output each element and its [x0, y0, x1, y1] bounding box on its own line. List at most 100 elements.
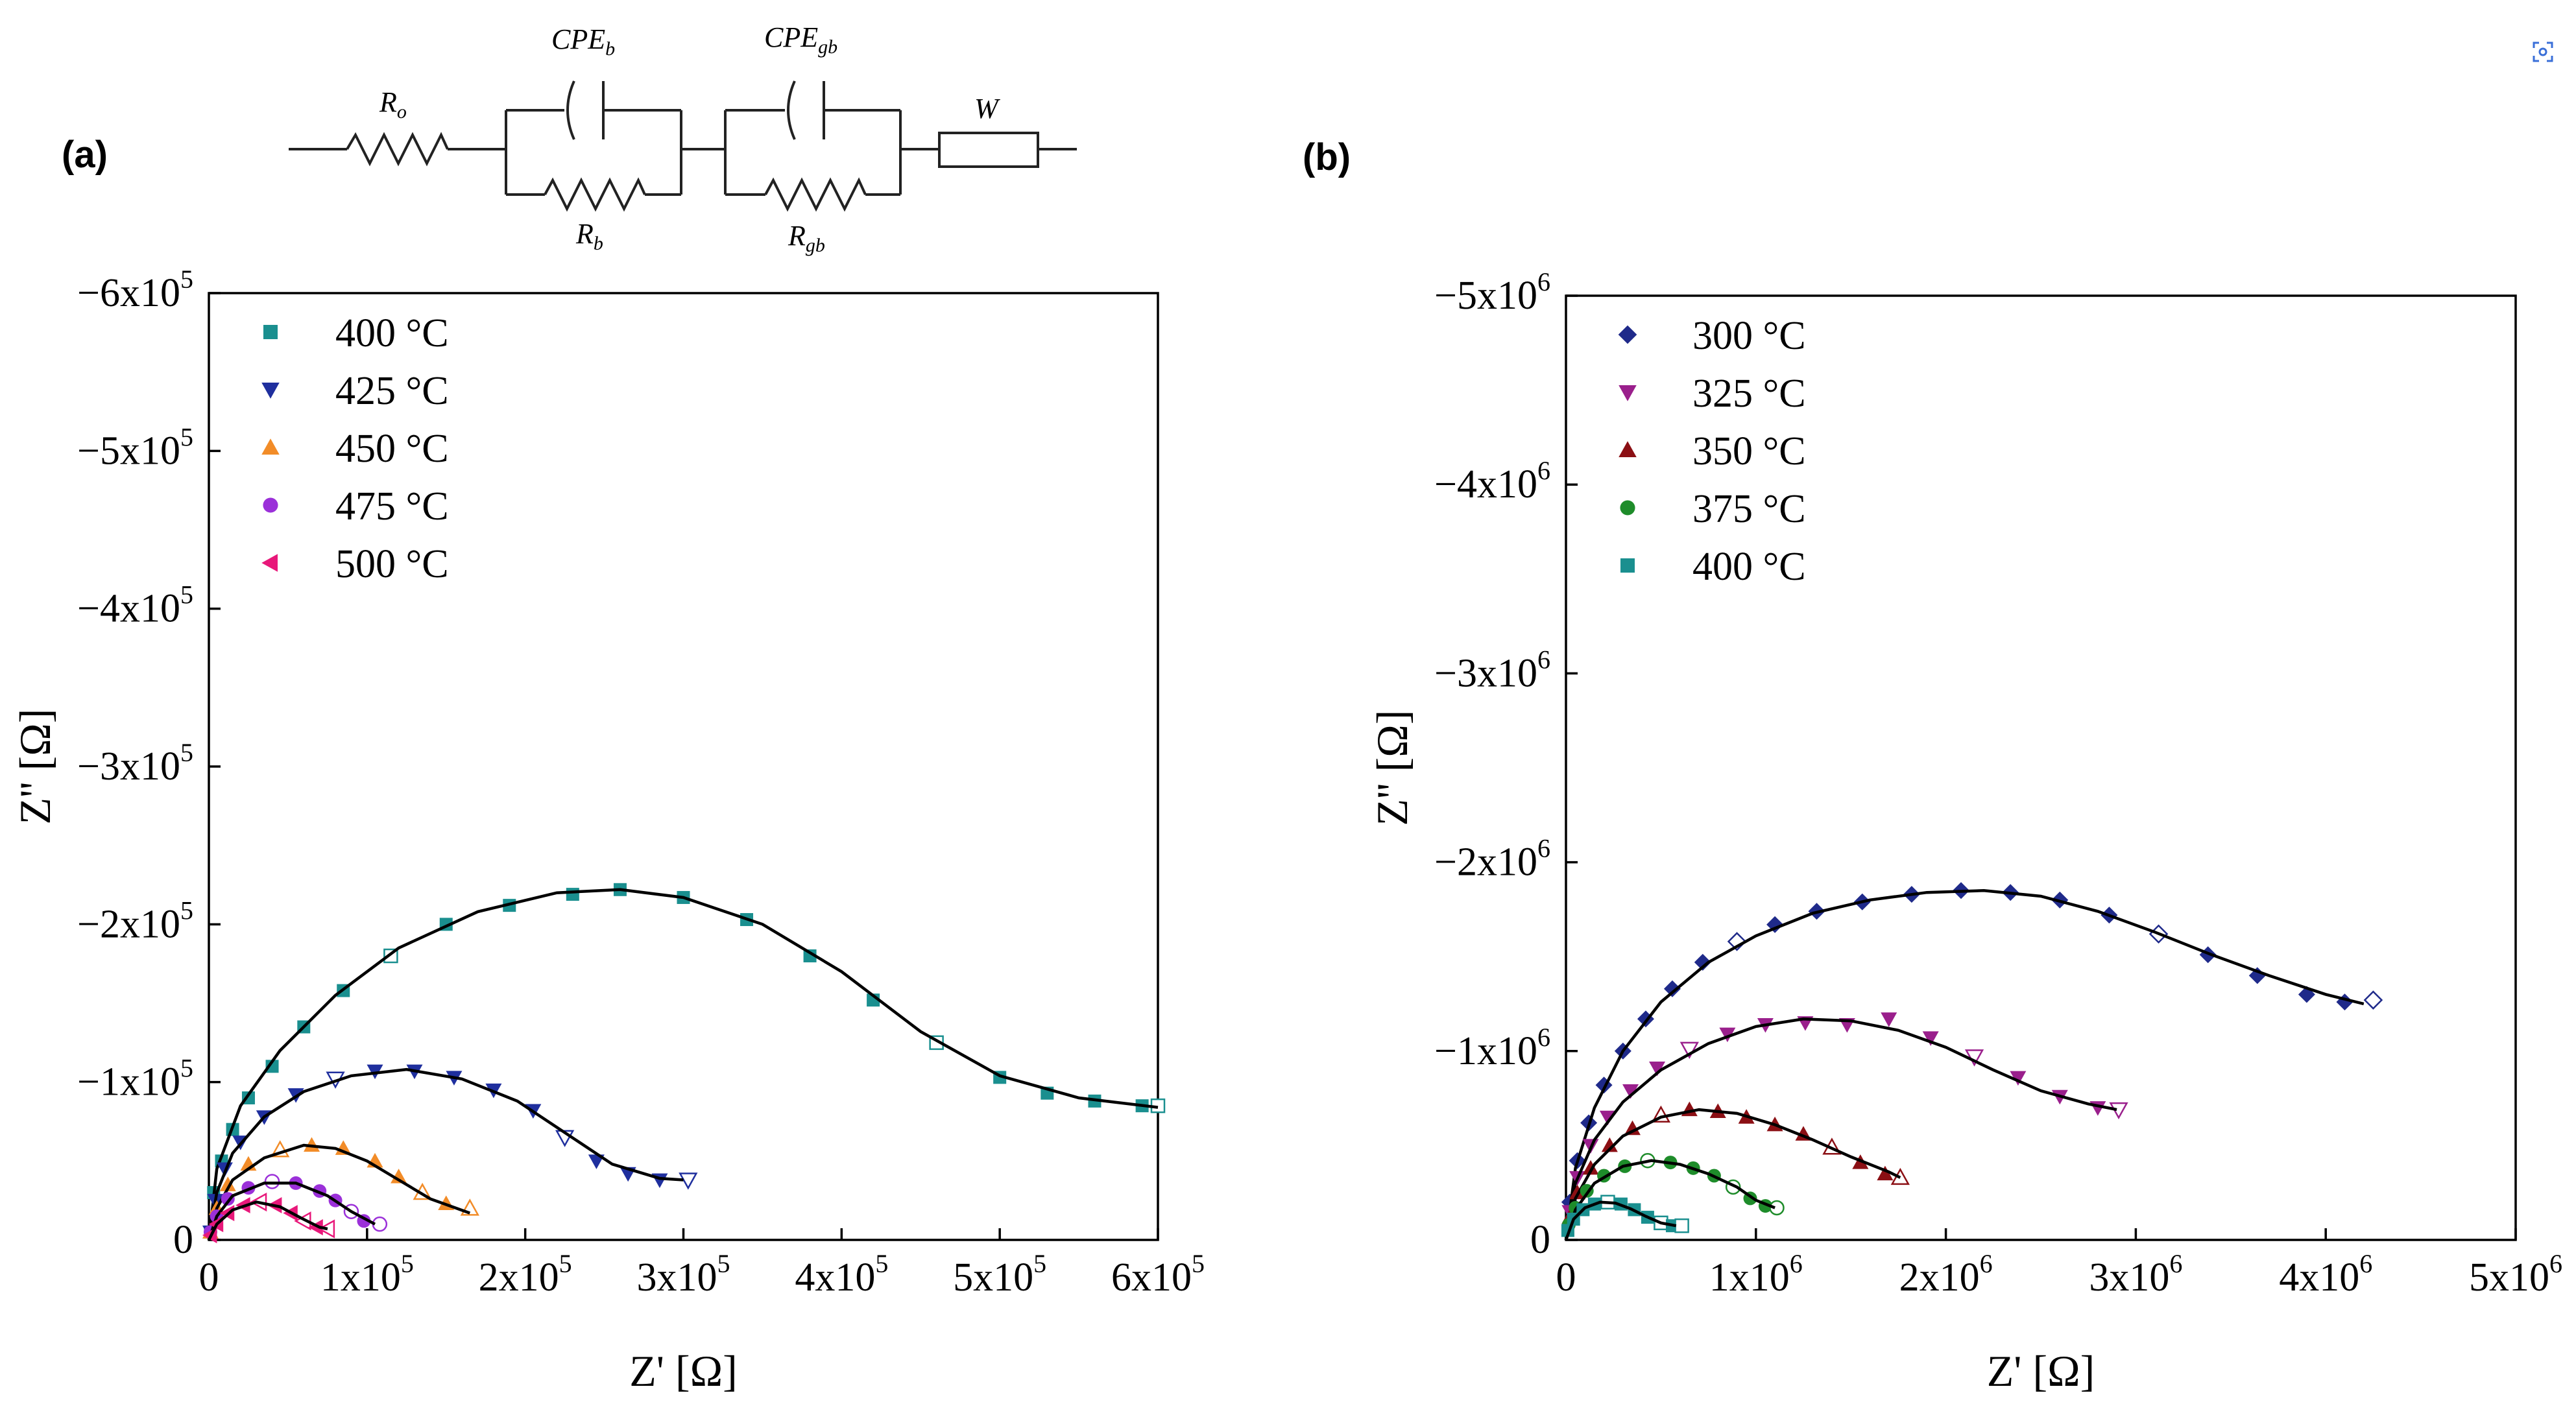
- x-tick-label: 1x106: [1709, 1249, 1803, 1300]
- cpe-b-symbol: [566, 80, 575, 140]
- legend-label: 425 °C: [335, 369, 449, 413]
- fit-curve: [1564, 1017, 2117, 1241]
- data-point: [803, 949, 817, 962]
- x-tick-label: 6x105: [1111, 1249, 1205, 1300]
- chart-panel-b: 0 1x106 2x106 3x106 4x106 5x106 0 −1x106 −2x106 −…: [1367, 267, 2562, 1396]
- series-325c: [1561, 1012, 2128, 1241]
- legend-marker: [261, 383, 280, 399]
- y-tick-label: −3x106: [1434, 645, 1550, 695]
- series-300c: [1561, 882, 2383, 1241]
- y-axis-label: Z'' [Ω]: [10, 709, 60, 825]
- y-tick-label: 0: [1530, 1218, 1550, 1262]
- label-rb: Rb: [575, 218, 603, 254]
- fit-curve: [207, 888, 1159, 1241]
- x-tick-label: 3x105: [637, 1249, 730, 1300]
- scan-icon[interactable]: [2533, 42, 2553, 62]
- data-point: [1624, 1120, 1641, 1136]
- legend-label: 375 °C: [1692, 487, 1806, 531]
- data-point: [1922, 1031, 1939, 1046]
- x-tick-label: 4x105: [795, 1249, 888, 1300]
- panel-label-b: (b): [1303, 136, 1351, 178]
- data-point: [264, 1174, 280, 1189]
- chart-panel-a: 0 1x105 2x105 3x105 4x105 5x105 6x105 0 −1x105 −2…: [10, 265, 1205, 1396]
- data-point: [1674, 1218, 1689, 1233]
- data-point: [1769, 1200, 1785, 1216]
- y-tick-label: 0: [173, 1218, 193, 1262]
- data-point: [1599, 1110, 1616, 1126]
- y-tick-label: −1x106: [1434, 1023, 1550, 1073]
- legend-label: 450 °C: [335, 427, 449, 471]
- legend-marker: [263, 497, 278, 513]
- series-400c: [1561, 1195, 1689, 1241]
- data-point: [1622, 1084, 1639, 1099]
- y-axis-label: Z'' [Ω]: [1367, 710, 1417, 826]
- data-point: [294, 1211, 311, 1231]
- data-point: [1719, 1027, 1736, 1043]
- warburg-symbol: [938, 132, 1039, 168]
- data-point: [1694, 953, 1711, 971]
- series-400c: [204, 883, 1166, 1241]
- fit-curve: [207, 1200, 328, 1241]
- cpe-gb-symbol: [787, 80, 796, 140]
- label-w: W: [974, 93, 1000, 125]
- y-tick-label: −5x105: [77, 422, 193, 473]
- series-450c: [202, 1137, 479, 1241]
- legend-label: 475 °C: [335, 484, 449, 529]
- y-tick-label: −2x105: [77, 896, 193, 946]
- x-axis-label: Z' [Ω]: [1987, 1346, 2095, 1396]
- fit-curve: [1564, 1200, 1677, 1241]
- legend-marker: [1619, 385, 1637, 401]
- data-point: [1877, 1165, 1894, 1181]
- resistor-ro-symbol: [346, 132, 449, 167]
- x-tick-label: 2x105: [479, 1249, 572, 1300]
- data-point: [2010, 1071, 2027, 1086]
- x-tick-label: 5x105: [953, 1249, 1046, 1300]
- data-point: [219, 1176, 236, 1191]
- resistor-rb-symbol: [544, 177, 646, 212]
- data-point: [1569, 1184, 1586, 1200]
- fit-curve: [1564, 1108, 1901, 1241]
- y-tick-label: −4x106: [1434, 456, 1550, 506]
- resistor-rgb-symbol: [764, 177, 867, 212]
- panel-label-a: (a): [62, 134, 108, 176]
- data-point: [1601, 1137, 1618, 1152]
- legend-marker: [1619, 441, 1637, 457]
- plot-frame: [1565, 294, 2517, 1241]
- y-tick-label: −5x106: [1434, 267, 1550, 318]
- series-475c: [203, 1174, 388, 1241]
- data-point: [1679, 1041, 1699, 1059]
- legend-label: 325 °C: [1692, 372, 1806, 416]
- data-point: [265, 1060, 279, 1073]
- data-point: [1649, 1062, 1666, 1076]
- data-point: [588, 1154, 605, 1169]
- fit-curve: [1564, 1159, 1776, 1241]
- x-tick-label: 5x106: [2469, 1249, 2562, 1300]
- data-point: [1881, 1012, 1897, 1027]
- legend-marker: [261, 438, 280, 455]
- x-tick-label: 0: [1556, 1255, 1576, 1300]
- data-point: [308, 1219, 323, 1236]
- legend-marker: [261, 554, 278, 572]
- fit-curve: [1564, 889, 2365, 1241]
- data-point: [1582, 1159, 1599, 1175]
- legend-label: 500 °C: [335, 542, 449, 586]
- x-tick-label: 2x106: [1899, 1249, 1993, 1300]
- x-tick-label: 1x105: [320, 1249, 414, 1300]
- legend-label: 350 °C: [1692, 429, 1806, 473]
- label-ro: Ro: [379, 86, 407, 123]
- data-point: [679, 1172, 698, 1190]
- y-tick-label: −1x105: [77, 1054, 193, 1104]
- x-tick-label: 0: [199, 1255, 219, 1300]
- x-axis-label: Z' [Ω]: [629, 1346, 738, 1396]
- data-point: [2363, 990, 2383, 1010]
- y-tick-label: −3x105: [77, 738, 193, 789]
- data-point: [566, 888, 579, 901]
- data-point: [303, 1137, 320, 1152]
- data-point: [391, 1169, 407, 1183]
- label-rgb: Rgb: [788, 220, 825, 256]
- y-tick-label: −2x106: [1434, 834, 1550, 885]
- legend-label: 400 °C: [335, 311, 449, 355]
- series-425c: [202, 1064, 698, 1241]
- fit-curve: [207, 1067, 684, 1241]
